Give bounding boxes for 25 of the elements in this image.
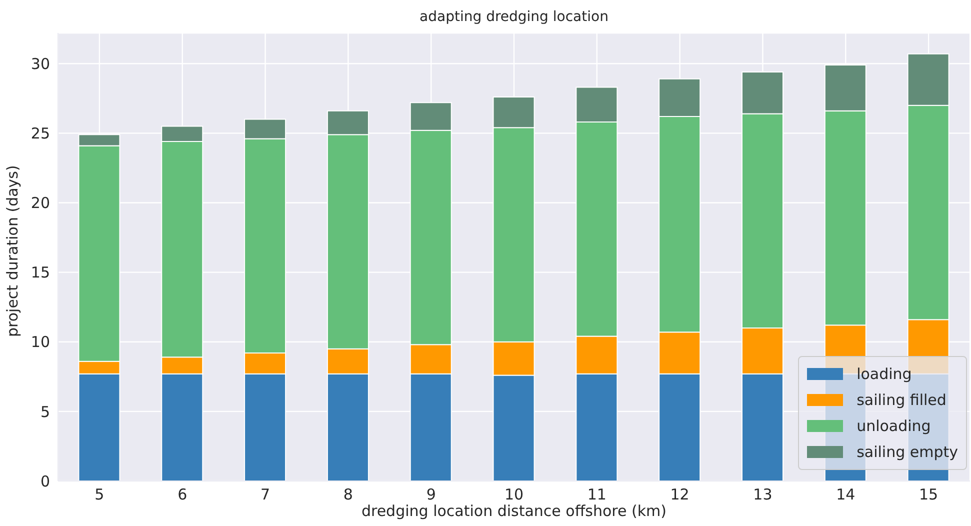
- x-tick-label: 15: [919, 486, 938, 504]
- legend-label: sailing filled: [856, 391, 946, 409]
- x-tick-label: 9: [426, 486, 436, 504]
- x-tick-label: 14: [836, 486, 856, 504]
- x-tick-label: 11: [587, 486, 606, 504]
- x-tick-label: 8: [343, 486, 353, 504]
- x-tick-label: 12: [670, 486, 690, 504]
- x-tick-label: 7: [260, 486, 270, 504]
- x-tick-label: 13: [753, 486, 772, 504]
- y-tick-label: 5: [40, 402, 50, 421]
- y-tick-label: 25: [30, 124, 50, 142]
- y-tick-label: 15: [30, 264, 50, 282]
- x-tick-label: 5: [94, 486, 104, 504]
- legend-label: sailing empty: [856, 443, 958, 461]
- x-tick-label: 10: [504, 486, 524, 504]
- y-tick-label: 10: [30, 333, 50, 352]
- x-axis-title: dredging location distance offshore (km): [361, 502, 667, 520]
- chart-title: adapting dredging location: [418, 9, 610, 25]
- y-tick-label: 0: [40, 472, 50, 490]
- x-tick-label: 6: [178, 486, 188, 504]
- y-axis-title: project duration (days): [3, 165, 22, 337]
- y-tick-label: 30: [30, 54, 50, 73]
- legend-label: loading: [856, 365, 912, 383]
- y-tick-label: 20: [30, 194, 50, 212]
- legend-label: unloading: [856, 417, 931, 435]
